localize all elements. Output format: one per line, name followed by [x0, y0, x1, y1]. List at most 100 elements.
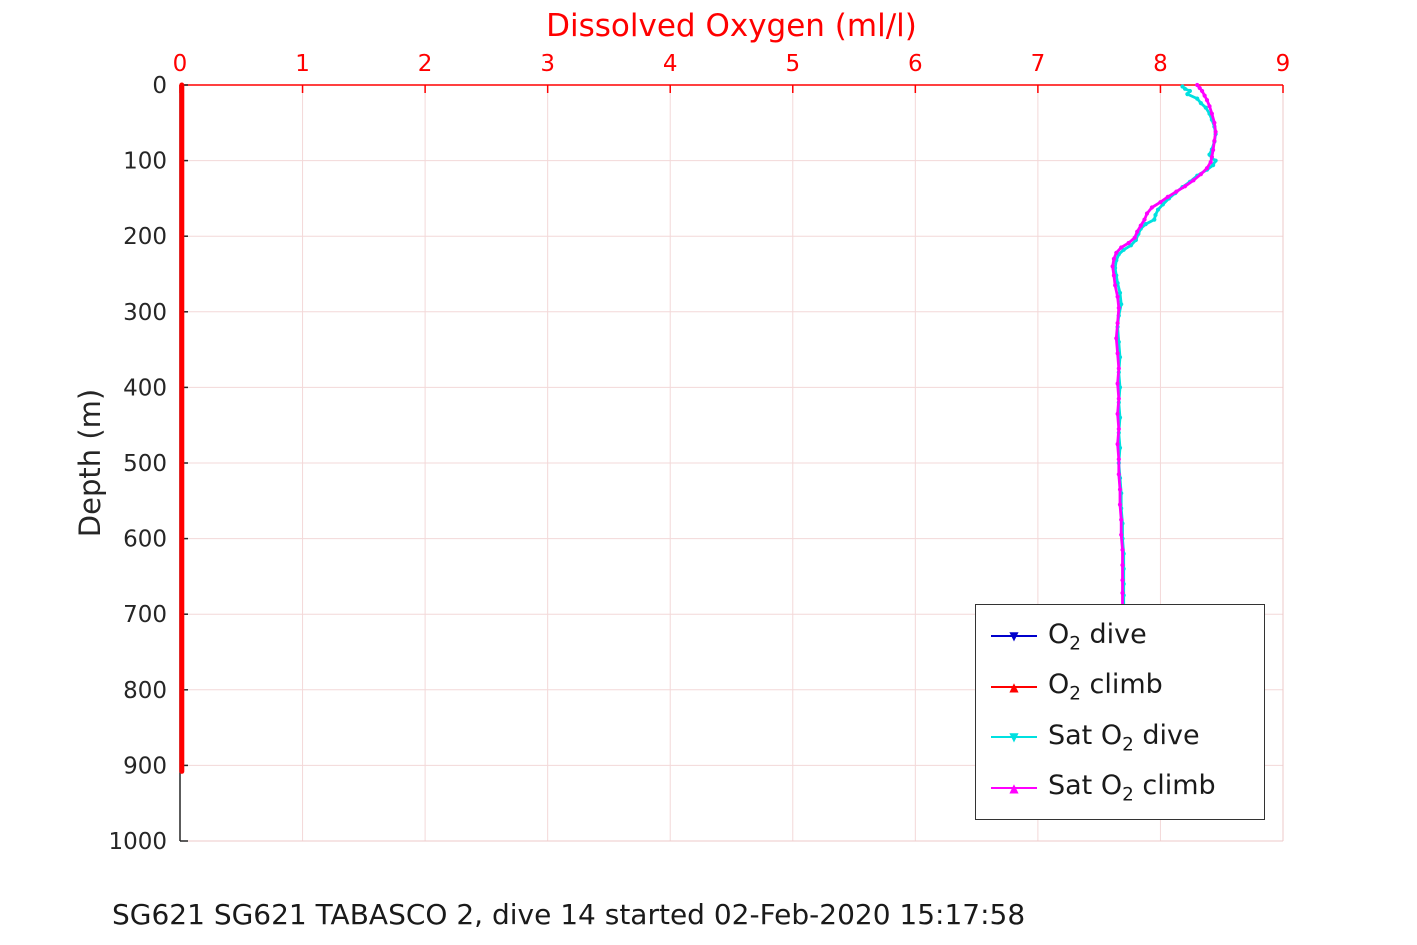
x-tick-label: 1 — [295, 51, 310, 77]
y-tick-label: 900 — [123, 753, 167, 779]
y-tick-label: 0 — [152, 73, 167, 99]
series-marker-sat-o2-dive — [1119, 302, 1124, 307]
legend-marker-sat-o2-climb: ▲ — [1009, 780, 1019, 795]
x-tick-label: 9 — [1276, 51, 1291, 77]
series-marker-sat-o2-climb — [1119, 245, 1124, 250]
legend-sample-sat-o2-dive: ▼ — [988, 729, 1040, 745]
y-tick-label: 200 — [123, 224, 167, 250]
legend-marker-o2-climb: ▲ — [1009, 679, 1019, 694]
legend-line-sat-o2-climb — [991, 786, 1037, 789]
series-marker-sat-o2-climb — [1202, 93, 1207, 98]
y-tick-label: 100 — [123, 149, 167, 175]
series-marker-sat-o2-dive — [1153, 212, 1158, 218]
series-marker-sat-o2-climb — [1191, 178, 1196, 183]
series-marker-sat-o2-climb — [1113, 283, 1118, 288]
series-marker-sat-o2-climb — [1142, 217, 1147, 222]
legend-marker-o2-dive: ▼ — [1009, 629, 1019, 644]
series-marker-sat-o2-climb — [1117, 502, 1123, 507]
series-marker-sat-o2-climb — [1114, 336, 1119, 341]
legend-sample-o2-dive: ▼ — [988, 628, 1040, 644]
legend-sample-o2-climb: ▲ — [988, 679, 1040, 695]
series-marker-sat-o2-climb — [1116, 472, 1121, 477]
chart-title: Dissolved Oxygen (ml/l) — [546, 8, 917, 44]
series-marker-sat-o2-climb — [1158, 200, 1163, 205]
legend-entry-sat-o2-dive: ▼ Sat O2 dive — [976, 713, 1264, 761]
series-marker-sat-o2-climb — [1149, 205, 1154, 210]
series-marker-sat-o2-climb — [1135, 229, 1140, 234]
series-marker-sat-o2-dive — [1198, 101, 1203, 106]
y-tick-label: 300 — [123, 300, 167, 326]
series-marker-sat-o2-climb — [1117, 487, 1123, 492]
series-marker-sat-o2-climb — [1115, 411, 1120, 416]
legend-entry-sat-o2-climb: ▲ Sat O2 climb — [976, 764, 1264, 812]
y-tick-label: 1000 — [108, 829, 167, 855]
series-marker-sat-o2-climb — [1200, 88, 1205, 94]
x-tick-label: 4 — [663, 51, 678, 77]
legend-label-sat-o2-dive: Sat O2 dive — [1048, 719, 1200, 755]
series-marker-sat-o2-dive — [1211, 163, 1216, 168]
series-marker-sat-o2-dive — [1155, 207, 1161, 212]
y-tick-label: 700 — [123, 602, 167, 628]
series-marker-sat-o2-climb — [1204, 98, 1210, 103]
x-tick-label: 8 — [1153, 51, 1168, 77]
series-marker-sat-o2-climb — [1211, 147, 1216, 153]
series-marker-sat-o2-climb — [1116, 305, 1121, 311]
series-marker-sat-o2-climb — [1120, 563, 1125, 568]
series-marker-sat-o2-climb — [1111, 256, 1116, 261]
series-marker-sat-o2-climb — [1207, 104, 1212, 109]
series-marker-sat-o2-climb — [1174, 189, 1179, 194]
x-tick-label: 0 — [173, 51, 188, 77]
series-marker-sat-o2-climb — [1116, 426, 1121, 432]
y-tick-label: 400 — [123, 375, 167, 401]
series-marker-sat-o2-dive — [1152, 217, 1157, 222]
series-marker-sat-o2-climb — [1111, 273, 1116, 278]
x-tick-label: 5 — [785, 51, 800, 77]
figure-caption: SG621 SG621 TABASCO 2, dive 14 started 0… — [112, 898, 1026, 931]
y-tick-label: 500 — [123, 451, 167, 477]
series-marker-sat-o2-climb — [1144, 211, 1150, 216]
series-marker-sat-o2-climb — [1204, 166, 1210, 171]
series-marker-sat-o2-climb — [1119, 532, 1124, 537]
series-marker-sat-o2-dive — [1187, 88, 1192, 94]
series-marker-sat-o2-climb — [1120, 590, 1125, 596]
series-marker-sat-o2-climb — [1208, 160, 1213, 165]
series-marker-sat-o2-climb — [1126, 240, 1131, 246]
legend-sample-sat-o2-climb: ▲ — [988, 780, 1040, 796]
series-marker-sat-o2-climb — [1165, 194, 1170, 199]
x-tick-label: 7 — [1031, 51, 1046, 77]
series-marker-sat-o2-climb — [1182, 184, 1188, 189]
series-marker-sat-o2-climb — [1209, 154, 1214, 159]
series-marker-sat-o2-dive — [1213, 158, 1218, 163]
series-marker-sat-o2-climb — [1197, 85, 1202, 91]
series-marker-sat-o2-dive — [1185, 92, 1190, 97]
legend-entry-o2-dive: ▼ O2 dive — [976, 612, 1264, 660]
series-marker-sat-o2-dive — [1182, 86, 1188, 91]
series-marker-sat-o2-climb — [1119, 517, 1124, 522]
series-marker-sat-o2-climb — [1115, 442, 1120, 447]
x-tick-label: 6 — [908, 51, 923, 77]
x-tick-label: 2 — [418, 51, 433, 77]
series-marker-sat-o2-climb — [1115, 381, 1120, 386]
legend-line-o2-dive — [991, 635, 1037, 638]
series-marker-sat-o2-dive — [1143, 222, 1148, 227]
y-tick-label: 800 — [123, 678, 167, 704]
legend-line-sat-o2-dive — [991, 736, 1037, 739]
series-marker-sat-o2-climb — [1212, 120, 1217, 125]
series-marker-sat-o2-climb — [1116, 396, 1121, 401]
legend-entry-o2-climb: ▲ O2 climb — [976, 663, 1264, 711]
legend-label-o2-dive: O2 dive — [1048, 618, 1147, 654]
legend-label-o2-climb: O2 climb — [1048, 669, 1163, 705]
series-marker-sat-o2-climb — [1114, 250, 1119, 255]
series-marker-sat-o2-climb — [1195, 82, 1200, 88]
series-marker-sat-o2-dive — [1203, 105, 1208, 110]
series-marker-sat-o2-dive — [1195, 96, 1200, 101]
series-marker-sat-o2-climb — [1120, 578, 1125, 583]
series-marker-sat-o2-climb — [1116, 457, 1121, 462]
y-axis-label: Depth (m) — [73, 388, 107, 538]
series-marker-sat-o2-dive — [1117, 290, 1123, 295]
series-marker-sat-o2-climb — [1120, 547, 1125, 553]
series-marker-sat-o2-climb — [1213, 129, 1218, 134]
series-marker-sat-o2-climb — [1116, 366, 1121, 371]
